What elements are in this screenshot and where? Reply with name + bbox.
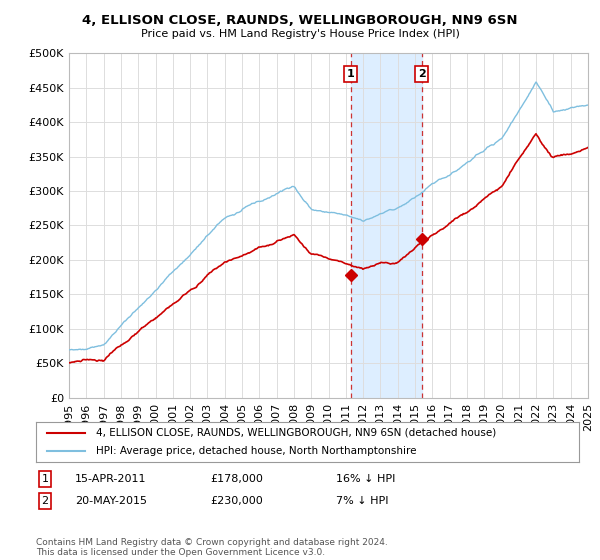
Text: 1: 1 — [347, 69, 355, 79]
Text: HPI: Average price, detached house, North Northamptonshire: HPI: Average price, detached house, Nort… — [96, 446, 416, 456]
Text: £178,000: £178,000 — [210, 474, 263, 484]
Text: 2: 2 — [418, 69, 425, 79]
Text: 16% ↓ HPI: 16% ↓ HPI — [336, 474, 395, 484]
Text: 2: 2 — [41, 496, 49, 506]
Text: 15-APR-2011: 15-APR-2011 — [75, 474, 146, 484]
Text: 1: 1 — [41, 474, 49, 484]
Text: 7% ↓ HPI: 7% ↓ HPI — [336, 496, 389, 506]
Text: 4, ELLISON CLOSE, RAUNDS, WELLINGBOROUGH, NN9 6SN: 4, ELLISON CLOSE, RAUNDS, WELLINGBOROUGH… — [82, 14, 518, 27]
Text: Price paid vs. HM Land Registry's House Price Index (HPI): Price paid vs. HM Land Registry's House … — [140, 29, 460, 39]
Bar — [351, 53, 422, 398]
Text: 20-MAY-2015: 20-MAY-2015 — [75, 496, 147, 506]
Text: £230,000: £230,000 — [210, 496, 263, 506]
Text: Contains HM Land Registry data © Crown copyright and database right 2024.
This d: Contains HM Land Registry data © Crown c… — [36, 538, 388, 557]
Text: 4, ELLISON CLOSE, RAUNDS, WELLINGBOROUGH, NN9 6SN (detached house): 4, ELLISON CLOSE, RAUNDS, WELLINGBOROUGH… — [96, 428, 496, 438]
